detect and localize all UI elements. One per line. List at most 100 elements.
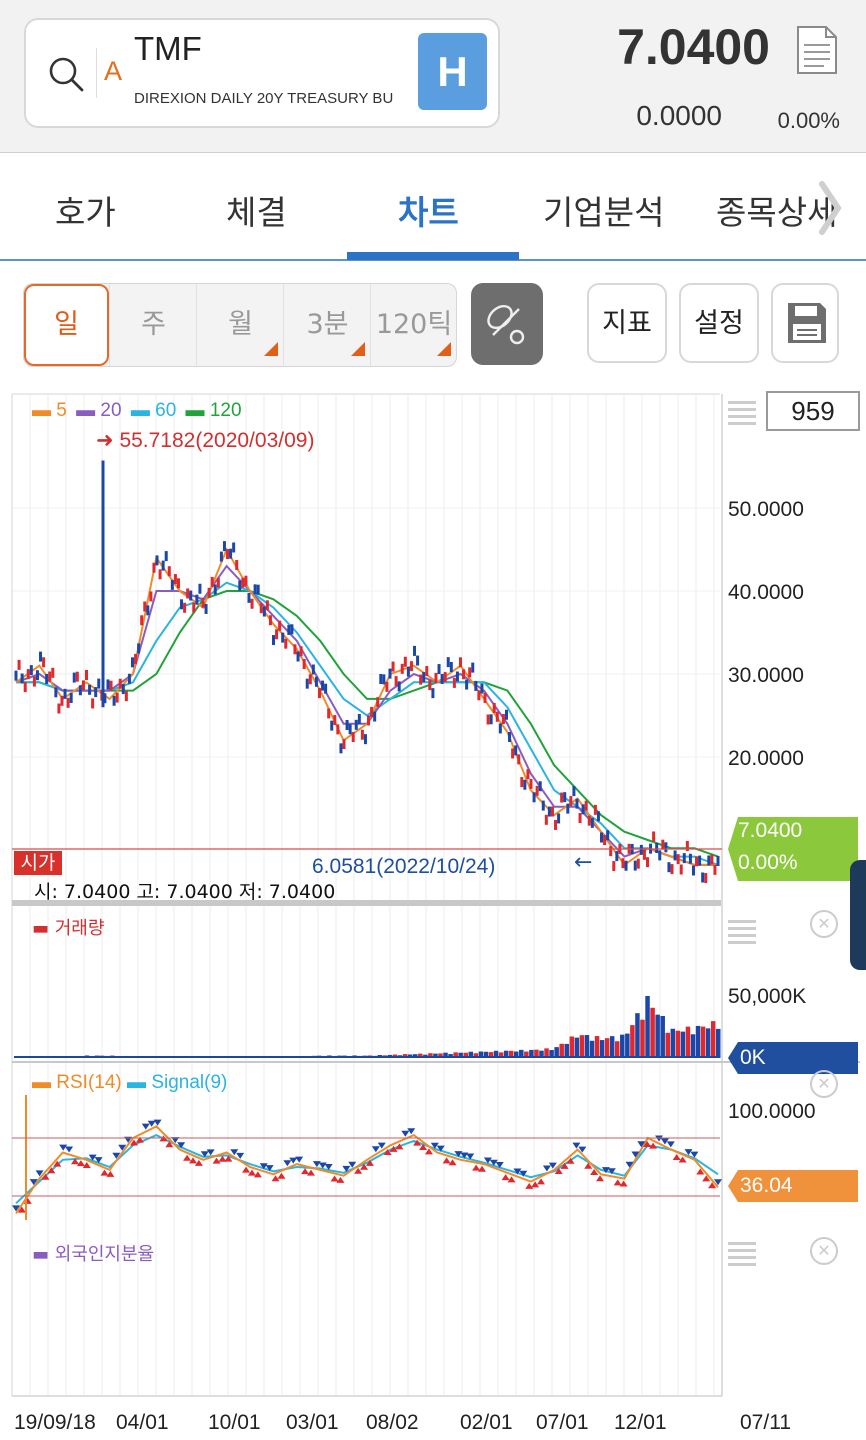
period-day[interactable]: 일	[24, 284, 109, 366]
volume-bar	[534, 1049, 539, 1058]
period-120tick[interactable]: 120틱	[370, 284, 456, 366]
rsi-up-arrow	[590, 1169, 599, 1175]
x-axis-label: 07/11	[740, 1411, 791, 1434]
price-candle	[195, 594, 199, 605]
rsi-up-arrow	[383, 1148, 392, 1155]
side-drawer-handle[interactable]	[850, 860, 866, 970]
volume-bar	[625, 1033, 630, 1058]
price-candle	[535, 785, 539, 796]
rsi-up-arrow	[584, 1162, 593, 1169]
divider	[96, 48, 97, 98]
rsi-down-arrow	[94, 1157, 103, 1164]
price-candle	[103, 693, 107, 704]
price-candle	[572, 786, 576, 797]
rsi-up-arrow	[135, 1136, 144, 1143]
rsi-down-arrow	[371, 1146, 380, 1153]
drawing-pen-icon	[487, 304, 525, 345]
tab-stock-details[interactable]: 종목상세	[716, 193, 838, 232]
rsi-up-arrow	[395, 1143, 404, 1150]
tab-orderbook[interactable]: 호가	[55, 193, 116, 232]
volume-bar	[513, 1051, 519, 1058]
price-candle	[35, 670, 39, 681]
arrow-right-icon: ➜	[96, 429, 120, 452]
volume-bar	[609, 1036, 615, 1058]
price-candle	[603, 835, 607, 846]
price-candle	[458, 657, 462, 668]
volume-bar	[680, 1031, 686, 1058]
rsi-up-arrow	[271, 1175, 280, 1182]
price-candle	[17, 659, 21, 670]
price-candle	[26, 669, 30, 680]
price-candle	[235, 559, 239, 570]
volume-bar	[529, 1049, 534, 1058]
price-candle	[685, 840, 689, 851]
panel-handle-icon[interactable]	[728, 1240, 756, 1266]
rsi-up-arrow	[696, 1168, 705, 1175]
volume-bar	[478, 1051, 484, 1058]
price-candle	[416, 655, 420, 666]
rsi-down-arrow	[171, 1137, 180, 1144]
price-candle	[330, 720, 334, 731]
rsi-up-arrow	[448, 1159, 457, 1166]
volume-bar	[614, 1041, 620, 1058]
exchange-badge[interactable]: H	[418, 33, 487, 110]
price-candle	[302, 658, 306, 669]
price-candle	[42, 657, 46, 668]
price-candle	[226, 549, 230, 560]
candle-count-box[interactable]: 959	[766, 391, 860, 431]
tab-trades[interactable]: 체결	[226, 193, 287, 232]
save-button[interactable]	[771, 283, 839, 363]
price-candle	[652, 831, 656, 842]
price-candle	[118, 678, 122, 689]
rsi-down-arrow	[625, 1161, 634, 1168]
rsi-down-arrow	[12, 1205, 20, 1212]
price-change: 0.0000	[636, 100, 722, 131]
price-candle	[425, 666, 429, 677]
legend-dash: ▬	[32, 1244, 55, 1265]
close-panel-icon[interactable]: ✕	[810, 910, 838, 938]
price-candle	[342, 739, 346, 750]
panel-handle-icon[interactable]	[728, 398, 756, 428]
price-candle	[578, 813, 582, 824]
chevron-right-icon[interactable]	[818, 180, 844, 236]
volume-tag: 0K	[728, 1042, 858, 1074]
price-candle	[642, 849, 646, 860]
price-candle	[109, 680, 113, 691]
volume-bar	[635, 1013, 640, 1058]
period-3min[interactable]: 3분	[283, 284, 371, 366]
period-week[interactable]: 주	[109, 284, 197, 366]
search-icon[interactable]	[46, 54, 86, 94]
price-candle	[363, 734, 367, 745]
close-panel-icon[interactable]: ✕	[810, 1070, 838, 1098]
price-candle	[465, 679, 469, 690]
dropdown-triangle-icon	[437, 342, 451, 356]
drawing-tool-button[interactable]	[471, 283, 543, 365]
volume-bar	[675, 1030, 681, 1058]
panel-handle-icon[interactable]	[728, 918, 756, 944]
volume-bar	[458, 1052, 463, 1058]
tab-company-analysis[interactable]: 기업분석	[543, 193, 665, 232]
price-candle	[51, 667, 55, 678]
arrow-left-icon: ←	[574, 850, 593, 875]
settings-button[interactable]: 설정	[679, 283, 759, 363]
price-candle	[250, 598, 254, 609]
document-icon[interactable]	[796, 25, 838, 75]
price-candle	[434, 672, 438, 683]
price-candle	[406, 666, 410, 677]
rsi-down-arrow	[466, 1153, 475, 1160]
x-axis-label: 07/01	[536, 1411, 589, 1434]
price-candle	[345, 719, 349, 730]
period-month[interactable]: 월	[196, 284, 284, 366]
indicator-button[interactable]: 지표	[587, 283, 667, 363]
close-panel-icon[interactable]: ✕	[810, 1237, 838, 1265]
ma60-label: 60	[155, 400, 177, 421]
price-candle	[333, 715, 337, 726]
volume-bar	[508, 1050, 514, 1058]
price-candle	[532, 792, 536, 803]
tab-chart[interactable]: 차트	[398, 193, 459, 232]
stock-chart[interactable]	[0, 390, 866, 1440]
volume-bar	[584, 1035, 590, 1058]
rsi-up-arrow	[354, 1167, 363, 1174]
rsi-up-arrow	[360, 1163, 369, 1170]
price-candle	[296, 651, 300, 662]
